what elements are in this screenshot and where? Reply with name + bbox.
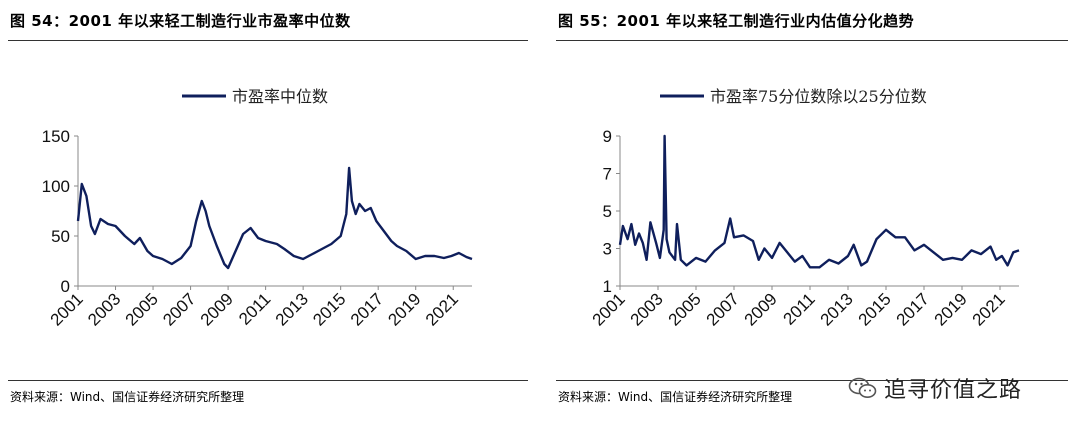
watermark: 追寻价值之路 (848, 368, 1022, 408)
right-pe-dispersion-chart: 1357920012003200520072009201120132015201… (589, 87, 1020, 330)
x-tick-label: 2019 (384, 289, 424, 329)
x-tick-label: 2007 (703, 289, 743, 329)
y-tick-label: 5 (603, 202, 612, 221)
y-tick-label: 1 (603, 277, 612, 296)
x-tick-label: 2017 (347, 289, 387, 329)
left-source-rule (8, 380, 528, 381)
y-tick-label: 150 (42, 127, 70, 146)
y-tick-label: 3 (603, 240, 612, 259)
x-tick-label: 2021 (422, 289, 462, 329)
x-tick-label: 2013 (817, 289, 857, 329)
left-source-note: 资料来源：Wind、国信证券经济研究所整理 (10, 390, 245, 404)
series-line (76, 166, 473, 270)
x-tick-label: 2001 (589, 289, 629, 329)
right-source-rule (556, 380, 1068, 381)
legend-label: 市盈率75分位数除以25分位数 (710, 87, 927, 106)
x-tick-label: 2015 (855, 289, 895, 329)
x-tick-label: 2009 (197, 289, 237, 329)
x-tick-label: 2013 (272, 289, 312, 329)
x-tick-label: 2005 (665, 289, 705, 329)
x-tick-label: 2003 (627, 289, 667, 329)
wechat-icon (848, 377, 877, 398)
left-pe-median-chart: 0501001502001200320052007200920112013201… (42, 87, 473, 330)
left-title-rule (8, 40, 528, 41)
y-tick-label: 100 (42, 177, 70, 196)
x-tick-label: 2021 (969, 289, 1009, 329)
left-figure-title: 图 54：2001 年以来轻工制造行业市盈率中位数 (10, 12, 351, 30)
right-source-note: 资料来源：Wind、国信证券经济研究所整理 (558, 390, 793, 404)
y-tick-label: 7 (603, 165, 612, 184)
right-title-rule (556, 40, 1068, 41)
series-line (618, 134, 1020, 269)
x-tick-label: 2011 (780, 289, 819, 328)
watermark-text: 追寻价值之路 (884, 378, 1023, 403)
y-tick-label: 9 (603, 127, 612, 146)
right-figure-panel: 图 55：2001 年以来轻工制造行业内估值分化趋势 1 3 5 7 9 2001 2003… (548, 0, 1080, 437)
left-figure-panel: 图 54：2001 年以来轻工制造行业市盈率中位数 0 50 100 150 2001 2… (8, 12, 528, 404)
x-tick-label: 2003 (84, 289, 124, 329)
x-tick-label: 2007 (159, 289, 199, 329)
x-tick-label: 2001 (47, 289, 87, 329)
right-figure-title: 图 55：2001 年以来轻工制造行业内估值分化趋势 (558, 12, 915, 30)
x-tick-label: 2019 (931, 289, 971, 329)
x-tick-label: 2005 (122, 289, 162, 329)
x-tick-label: 2017 (893, 289, 933, 329)
x-tick-label: 2015 (309, 289, 349, 329)
y-tick-label: 0 (61, 277, 70, 296)
x-tick-label: 2009 (741, 289, 781, 329)
legend-label: 市盈率中位数 (232, 87, 328, 106)
x-tick-label: 2011 (235, 289, 274, 328)
y-tick-label: 50 (51, 227, 70, 246)
